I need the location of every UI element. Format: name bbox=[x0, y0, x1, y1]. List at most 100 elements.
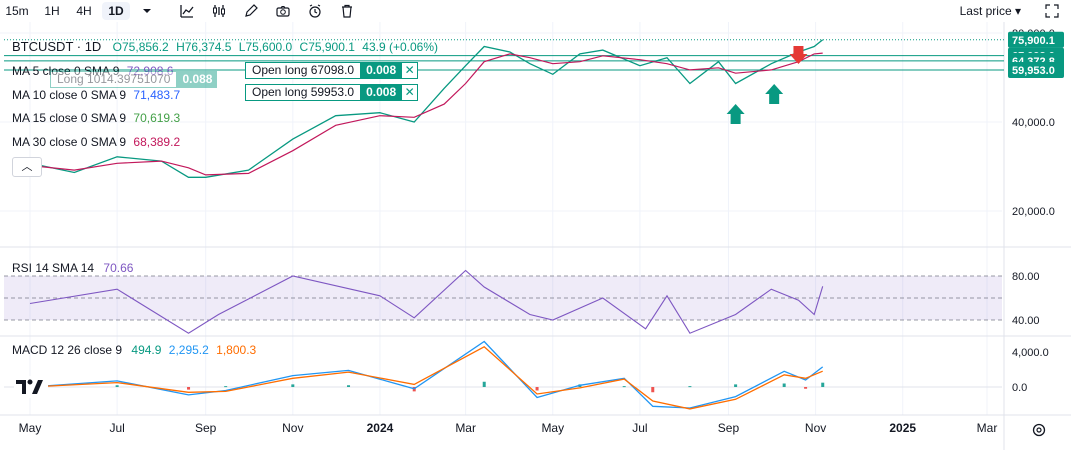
long-position-label[interactable]: Long 1014.39751070 0.088 bbox=[50, 71, 218, 88]
macd-histogram-bar bbox=[347, 385, 351, 387]
symbol-title[interactable]: BTCUSDT · 1D bbox=[12, 39, 102, 54]
time-axis-label: Nov bbox=[282, 421, 303, 435]
ohlc-open: O75,856.2 bbox=[112, 40, 169, 54]
time-axis-label: May bbox=[19, 421, 42, 435]
ohlc-low: L75,600.0 bbox=[238, 40, 293, 54]
rsi-value: 70.66 bbox=[103, 261, 134, 275]
macd-histogram-bar bbox=[224, 386, 228, 388]
position-qty: 0.008 bbox=[361, 84, 402, 101]
tradingview-logo-icon bbox=[14, 376, 48, 398]
macd-line-value: 2,295.2 bbox=[168, 343, 209, 357]
price-line bbox=[29, 39, 824, 178]
ohlc-change: 43.9 (+0.06%) bbox=[362, 40, 438, 54]
indicator-label: MA 15 close 0 SMA 9 bbox=[12, 111, 127, 125]
position-qty: 0.088 bbox=[177, 71, 218, 88]
ma15-legend[interactable]: MA 15 close 0 SMA 9 70,619.3 bbox=[12, 110, 180, 126]
open-long-67098[interactable]: Open long 67098.0 0.008 ✕ bbox=[245, 62, 419, 79]
rsi-title: RSI 14 SMA 14 bbox=[12, 261, 95, 275]
macd-histogram-bar bbox=[821, 382, 825, 387]
time-axis: May Jul Sep Nov 2024 Mar May Jul Sep Nov 2025 Mar bbox=[19, 421, 998, 435]
time-axis-label: Sep bbox=[195, 421, 217, 435]
trash-icon[interactable] bbox=[338, 2, 356, 20]
time-axis-label: Jul bbox=[632, 421, 647, 435]
rsi-tick-label: 80.00 bbox=[1012, 271, 1040, 283]
macd-histogram-bar bbox=[734, 384, 738, 387]
macd-tick-label: 4,000.0 bbox=[1012, 347, 1049, 359]
price-axis: 80,000.040,000.020,000.080.0040.004,000.… bbox=[1012, 28, 1055, 394]
interval-1h-button[interactable]: 1H bbox=[44, 4, 60, 18]
alarm-icon[interactable] bbox=[306, 2, 324, 20]
interval-1d-button[interactable]: 1D bbox=[102, 2, 130, 20]
ohlc-high: H76,374.5 bbox=[176, 40, 232, 54]
interval-4h-button[interactable]: 4H bbox=[76, 4, 92, 18]
price-badge bbox=[1008, 62, 1064, 79]
macd-histogram-bar bbox=[804, 387, 808, 389]
time-axis-label: 2025 bbox=[889, 421, 916, 435]
position-label: Long 1014.39751070 bbox=[50, 71, 178, 88]
price-mode-dropdown[interactable]: Last price ▾ bbox=[959, 4, 1021, 18]
indicator-label: MA 10 close 0 SMA 9 bbox=[12, 88, 127, 102]
price-badges: 75,900.167,098.064,372.859,953.0 bbox=[1008, 31, 1064, 79]
indicator-label: MA 30 close 0 SMA 9 bbox=[12, 135, 127, 149]
rsi-line bbox=[29, 269, 824, 334]
rsi-tick-label: 40.00 bbox=[1012, 315, 1040, 327]
chevron-down-icon[interactable] bbox=[138, 2, 156, 20]
pencil-icon[interactable] bbox=[242, 2, 260, 20]
macd-histogram-bar bbox=[291, 384, 295, 387]
time-axis-label: Nov bbox=[805, 421, 826, 435]
interval-15m-button[interactable]: 15m bbox=[5, 4, 29, 18]
rsi-legend[interactable]: RSI 14 SMA 14 70.66 bbox=[12, 260, 133, 276]
time-axis-label: 2024 bbox=[367, 421, 394, 435]
indicator-value: 68,389.2 bbox=[133, 135, 181, 149]
price-badge bbox=[1008, 31, 1064, 48]
ohlc-close: C75,900.1 bbox=[299, 40, 355, 54]
macd-signal-line bbox=[29, 346, 823, 410]
macd-histogram-bar bbox=[782, 383, 786, 387]
time-axis-label: Sep bbox=[718, 421, 740, 435]
macd-histogram-bar bbox=[622, 386, 626, 388]
chart-toolbar: 15m 1H 4H 1D Last price ▾ bbox=[0, 0, 1071, 22]
ma30-legend[interactable]: MA 30 close 0 SMA 9 68,389.2 bbox=[12, 134, 180, 150]
buy-arrow-icon bbox=[765, 84, 784, 104]
buy-arrow-icon bbox=[726, 104, 745, 124]
collapse-legend-button[interactable]: ︿ bbox=[12, 157, 42, 177]
close-icon[interactable]: ✕ bbox=[401, 62, 419, 79]
position-qty: 0.008 bbox=[361, 62, 402, 79]
indicators-icon[interactable] bbox=[210, 2, 228, 20]
sell-arrow-icon bbox=[789, 46, 808, 64]
macd-histogram-bar bbox=[187, 387, 191, 390]
price-badge-label: 75,900.1 bbox=[1012, 35, 1055, 47]
settings-icon[interactable] bbox=[1032, 423, 1046, 437]
price-chart[interactable]: 80,000.040,000.020,000.080.0040.004,000.… bbox=[0, 22, 1071, 450]
symbol-legend: BTCUSDT · 1D O75,856.2 H76,374.5 L75,600… bbox=[12, 39, 438, 55]
price-tick-label: 40,000.0 bbox=[1012, 117, 1055, 129]
camera-icon[interactable] bbox=[274, 2, 292, 20]
macd-histogram-bar bbox=[115, 385, 119, 387]
position-label: Open long 67098.0 bbox=[245, 62, 362, 79]
macd-histogram-bar bbox=[482, 381, 486, 387]
time-axis-label: May bbox=[541, 421, 564, 435]
macd-signal-value: 1,800.3 bbox=[216, 343, 257, 357]
ma5-legend[interactable]: MA 5 close 0 SMA 9 72,908.6 bbox=[12, 63, 173, 79]
ma30-line bbox=[29, 52, 823, 176]
ma10-legend[interactable]: MA 10 close 0 SMA 9 71,483.7 bbox=[12, 87, 180, 103]
time-axis-label: Mar bbox=[977, 421, 998, 435]
open-long-59953[interactable]: Open long 59953.0 0.008 ✕ bbox=[245, 84, 419, 101]
price-tick-label: 20,000.0 bbox=[1012, 206, 1055, 218]
indicator-label: MA 5 close 0 SMA 9 bbox=[12, 64, 119, 78]
macd-tick-label: 0.0 bbox=[1012, 382, 1027, 394]
price-badge-label: 59,953.0 bbox=[1012, 65, 1055, 77]
macd-histogram-bar bbox=[535, 387, 539, 391]
macd-histogram-bar bbox=[651, 387, 655, 393]
time-axis-label: Jul bbox=[109, 421, 124, 435]
time-axis-label: Mar bbox=[455, 421, 476, 435]
series-group bbox=[29, 39, 824, 410]
price-badge-label: 64,372.8 bbox=[1012, 56, 1055, 68]
macd-legend[interactable]: MACD 12 26 close 9 494.9 2,295.2 1,800.3 bbox=[12, 342, 256, 358]
trade-markers bbox=[726, 46, 808, 124]
fullscreen-icon[interactable] bbox=[1043, 2, 1061, 20]
indicator-value: 70,619.3 bbox=[133, 111, 181, 125]
indicator-value: 72,908.6 bbox=[127, 64, 174, 78]
close-icon[interactable]: ✕ bbox=[401, 84, 419, 101]
line-chart-icon[interactable] bbox=[178, 2, 196, 20]
